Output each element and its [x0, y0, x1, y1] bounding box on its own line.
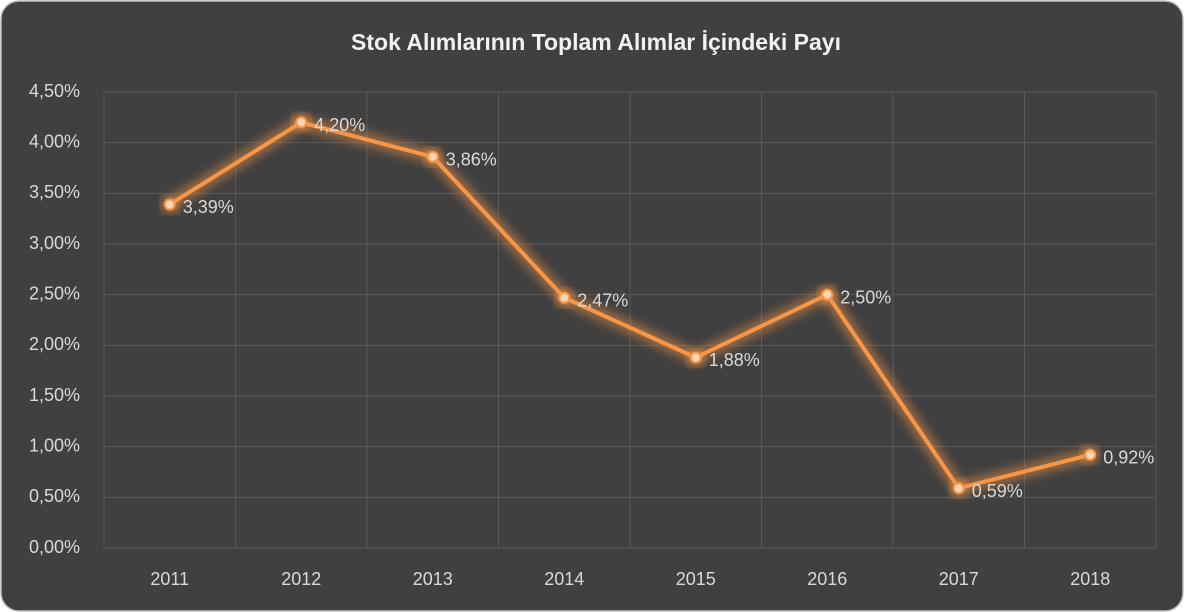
data-label: 4,20% — [314, 115, 365, 135]
y-tick-label: 2,50% — [29, 283, 80, 303]
data-label: 2,50% — [840, 287, 891, 307]
data-label: 0,59% — [972, 481, 1023, 501]
marker — [558, 291, 571, 304]
marker — [163, 198, 176, 211]
x-tick-label: 2018 — [1070, 569, 1110, 589]
x-tick-label: 2016 — [807, 569, 847, 589]
data-label: 1,88% — [709, 350, 760, 370]
y-tick-label: 0,50% — [29, 486, 80, 506]
y-tick-label: 2,00% — [29, 334, 80, 354]
marker — [295, 116, 308, 129]
y-tick-label: 4,50% — [29, 81, 80, 101]
data-label: 3,39% — [183, 197, 234, 217]
x-tick-label: 2012 — [281, 569, 321, 589]
data-label: 0,92% — [1103, 448, 1154, 468]
x-tick-label: 2015 — [676, 569, 716, 589]
data-label: 3,86% — [446, 150, 497, 170]
x-tick-label: 2014 — [544, 569, 584, 589]
x-tick-label: 2011 — [150, 569, 189, 589]
y-tick-label: 4,00% — [29, 131, 80, 151]
x-tick-label: 2013 — [413, 569, 453, 589]
marker — [689, 351, 702, 364]
line — [168, 120, 1091, 491]
chart-title: Stok Alımlarının Toplam Alımlar İçindeki… — [351, 29, 841, 55]
data-label: 2,47% — [577, 290, 628, 310]
y-tick-label: 1,00% — [29, 435, 80, 455]
marker — [426, 150, 439, 163]
y-tick-label: 1,50% — [29, 385, 80, 405]
marker — [952, 482, 965, 495]
y-tick-label: 0,00% — [29, 537, 80, 557]
y-tick-label: 3,50% — [29, 182, 80, 202]
x-tick-label: 2017 — [939, 569, 979, 589]
marker — [821, 288, 834, 301]
y-tick-label: 3,00% — [29, 233, 80, 253]
marker — [1084, 448, 1097, 461]
